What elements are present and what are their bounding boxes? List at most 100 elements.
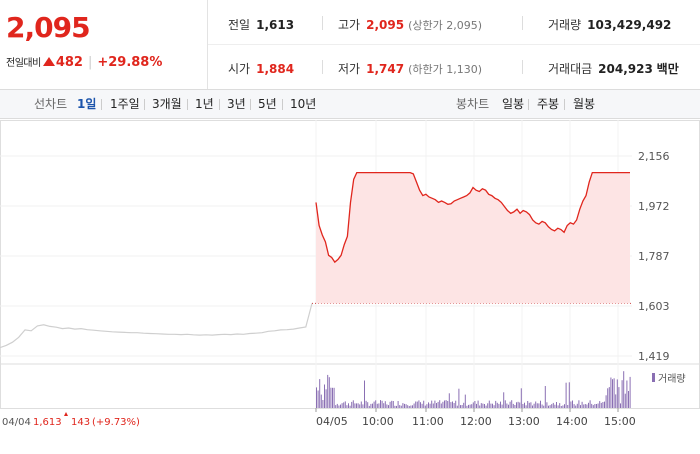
today-price-line bbox=[315, 171, 630, 264]
stat-label: 거래대금 bbox=[548, 62, 593, 76]
volume-bar bbox=[448, 393, 450, 408]
volume-bar bbox=[512, 403, 514, 408]
volume-bar bbox=[586, 404, 588, 408]
volume-bar bbox=[394, 405, 396, 408]
volume-bar bbox=[325, 389, 327, 408]
volume-bar bbox=[420, 402, 421, 408]
stat-value: 103,429,492 bbox=[587, 18, 672, 32]
price-chart[interactable]: 2,156 1,972 1,787 1,603 1,419 04/05 10:00 11:0… bbox=[0, 120, 700, 450]
volume-bar bbox=[324, 384, 325, 408]
volume-bar bbox=[344, 401, 346, 408]
x-tick-label: 11:00 bbox=[412, 415, 444, 428]
stat-open: 시가 1,884 bbox=[228, 60, 294, 77]
tab-5y[interactable]: 5년 bbox=[258, 97, 277, 111]
volume-bar bbox=[336, 403, 338, 408]
volume-bar bbox=[581, 401, 583, 408]
volume-bar bbox=[468, 404, 469, 408]
tab-10y[interactable]: 10년 bbox=[290, 97, 317, 111]
volume-bar bbox=[407, 405, 409, 408]
volume-bar bbox=[479, 405, 481, 408]
volume-bar bbox=[530, 402, 532, 408]
y-tick-label: 2,156 bbox=[638, 150, 670, 163]
volume-bar bbox=[431, 400, 433, 408]
volume-bar bbox=[327, 374, 329, 408]
change-row: 전일대비 482 | +29.88% bbox=[6, 55, 163, 70]
volume-bar bbox=[418, 400, 420, 408]
volume-bar bbox=[604, 401, 605, 408]
volume-bar bbox=[396, 405, 397, 408]
volume-bar bbox=[490, 403, 492, 408]
volume-bar bbox=[372, 403, 373, 408]
volume-bar bbox=[330, 387, 332, 408]
volume-bar bbox=[621, 380, 623, 408]
volume-bar bbox=[380, 400, 381, 408]
change-amount: 482 bbox=[55, 55, 83, 70]
y-tick-label: 1,419 bbox=[638, 350, 670, 363]
line-chart-label: 선차트 bbox=[34, 97, 68, 111]
price-summary: 2,095 전일대비 482 | +29.88% bbox=[0, 0, 208, 89]
volume-bar bbox=[397, 401, 399, 408]
tab-1w[interactable]: 1주일 bbox=[110, 97, 140, 111]
volume-bar bbox=[560, 406, 562, 408]
volume-bar bbox=[607, 388, 609, 408]
volume-bar bbox=[317, 390, 319, 408]
volume-bar bbox=[351, 401, 353, 408]
tab-weekly-candle[interactable]: 주봉 bbox=[537, 97, 560, 111]
volume-bar bbox=[444, 400, 445, 408]
volume-bar bbox=[333, 387, 335, 408]
volume-bar bbox=[599, 401, 601, 408]
volume-bar bbox=[458, 388, 460, 408]
stat-high: 고가 2,095 (상한가 2,095) bbox=[338, 16, 482, 33]
volume-bar bbox=[316, 387, 317, 408]
stat-label: 전일 bbox=[228, 18, 251, 32]
x-tick-label: 15:00 bbox=[604, 415, 636, 428]
volume-bar bbox=[404, 403, 405, 408]
volume-bar bbox=[464, 394, 466, 408]
tab-3m[interactable]: 3개월 bbox=[152, 97, 182, 111]
tab-3y[interactable]: 3년 bbox=[227, 97, 246, 111]
volume-bar bbox=[605, 395, 607, 408]
volume-bar bbox=[487, 403, 489, 408]
volume-bar bbox=[405, 404, 407, 408]
volume-bar bbox=[535, 401, 537, 408]
volume-bar bbox=[484, 404, 485, 408]
volume-bar bbox=[348, 403, 349, 408]
volume-bar bbox=[378, 403, 380, 408]
volume-bar bbox=[362, 404, 364, 408]
volume-bar bbox=[415, 401, 417, 408]
tab-1d[interactable]: 1일 bbox=[77, 97, 97, 111]
volume-bar bbox=[460, 405, 461, 408]
volume-bar bbox=[506, 403, 508, 408]
volume-bar bbox=[466, 405, 468, 408]
volume-bar bbox=[335, 405, 337, 408]
volume-bar bbox=[536, 403, 538, 408]
volume-bar bbox=[319, 379, 321, 408]
volume-bar bbox=[432, 403, 434, 408]
volume-bar bbox=[400, 405, 402, 408]
volume-bar bbox=[495, 400, 497, 408]
stats-panel: 전일 1,613 고가 2,095 (상한가 2,095) 거래량 103,429,49… bbox=[208, 0, 700, 89]
volume-bar bbox=[452, 401, 453, 408]
tab-daily-candle[interactable]: 일봉 bbox=[502, 97, 525, 111]
tab-1y[interactable]: 1년 bbox=[195, 97, 214, 111]
volume-bar bbox=[602, 402, 604, 408]
volume-bar bbox=[328, 377, 330, 408]
y-tick-label: 1,787 bbox=[638, 250, 670, 263]
volume-bar bbox=[373, 401, 375, 408]
volume-bar bbox=[474, 401, 476, 408]
volume-bar bbox=[434, 400, 436, 408]
volume-bar bbox=[588, 402, 589, 408]
volume-bar bbox=[594, 404, 596, 408]
volume-bar bbox=[520, 388, 522, 408]
volume-bar bbox=[461, 405, 463, 408]
stat-value: 1,747 bbox=[366, 62, 405, 76]
volume-bar bbox=[341, 403, 343, 408]
volume-bar bbox=[618, 387, 620, 408]
volume-bar bbox=[556, 402, 557, 408]
tab-monthly-candle[interactable]: 월봉 bbox=[573, 97, 596, 111]
volume-bar bbox=[469, 404, 471, 408]
volume-bar bbox=[437, 401, 439, 408]
stat-value: 1,884 bbox=[256, 62, 295, 76]
volume-bar bbox=[613, 378, 615, 408]
volume-bar bbox=[498, 403, 500, 408]
